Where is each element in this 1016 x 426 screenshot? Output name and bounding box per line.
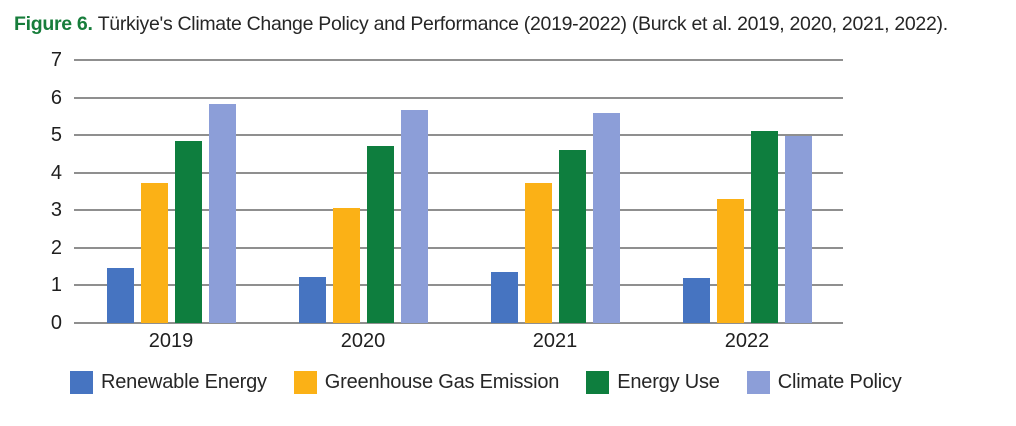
legend-item-climate-policy: Climate Policy bbox=[746, 371, 902, 394]
legend-item-greenhouse-gas-emission: Greenhouse Gas Emission bbox=[293, 371, 560, 394]
legend-swatch-energy-use bbox=[586, 371, 610, 394]
bar-2021-greenhouse-gas-emission bbox=[524, 182, 552, 323]
bar-2020-renewable-energy bbox=[298, 276, 326, 323]
legend-label-greenhouse-gas-emission: Greenhouse Gas Emission bbox=[324, 371, 560, 393]
bar-2020-energy-use bbox=[366, 145, 394, 323]
bar-2022-greenhouse-gas-emission bbox=[716, 199, 744, 323]
bar-2020-climate-policy bbox=[400, 110, 428, 323]
bar-2022-energy-use bbox=[750, 130, 778, 323]
gridline-y7 bbox=[74, 59, 843, 62]
y-axis-tick-label-4: 4 bbox=[50, 161, 62, 184]
figure-caption: Figure 6. Türkiye's Climate Change Polic… bbox=[14, 13, 1004, 36]
legend-label-renewable-energy: Renewable Energy bbox=[101, 371, 267, 393]
bar-2019-greenhouse-gas-emission bbox=[140, 183, 168, 323]
legend-swatch-renewable-energy bbox=[70, 371, 93, 394]
y-axis-tick-label-6: 6 bbox=[50, 86, 62, 109]
gridline-y4 bbox=[74, 171, 843, 174]
bar-2022-climate-policy bbox=[784, 136, 812, 323]
y-axis-tick-label-2: 2 bbox=[50, 236, 62, 259]
y-axis-tick-label-1: 1 bbox=[50, 274, 62, 297]
bar-2020-greenhouse-gas-emission bbox=[332, 207, 360, 323]
legend-item-renewable-energy: Renewable Energy bbox=[70, 371, 267, 394]
legend-label-energy-use: Energy Use bbox=[617, 371, 720, 393]
y-axis-tick-label-5: 5 bbox=[50, 124, 62, 147]
bar-2022-renewable-energy bbox=[682, 278, 710, 323]
x-axis-label-2020: 2020 bbox=[340, 330, 386, 352]
legend-item-energy-use: Energy Use bbox=[586, 371, 720, 394]
x-axis-line bbox=[74, 322, 843, 324]
x-axis-label-2021: 2021 bbox=[532, 330, 578, 352]
gridline-y5 bbox=[74, 134, 843, 137]
figure-label: Figure 6. bbox=[14, 13, 98, 35]
y-axis-tick-label-3: 3 bbox=[50, 199, 62, 222]
legend-swatch-greenhouse-gas-emission bbox=[293, 371, 317, 394]
bar-2021-energy-use bbox=[558, 149, 586, 323]
legend-swatch-climate-policy bbox=[746, 371, 770, 394]
y-axis-tick-label-7: 7 bbox=[50, 49, 62, 72]
chart-legend: Renewable Energy Greenhouse Gas Emission E… bbox=[70, 371, 902, 394]
gridline-y6 bbox=[74, 96, 843, 99]
gridline-y2 bbox=[74, 246, 843, 249]
gridline-y1 bbox=[74, 284, 843, 287]
x-axis-label-2019: 2019 bbox=[148, 330, 194, 352]
legend-label-climate-policy: Climate Policy bbox=[777, 371, 902, 393]
y-axis-tick-label-0: 0 bbox=[50, 312, 62, 334]
bar-2021-renewable-energy bbox=[490, 271, 518, 323]
gridline-y3 bbox=[74, 209, 843, 212]
bar-2019-energy-use bbox=[174, 140, 202, 323]
bar-2021-climate-policy bbox=[592, 113, 620, 323]
bar-2019-renewable-energy bbox=[106, 267, 134, 323]
x-axis-label-2022: 2022 bbox=[724, 330, 770, 352]
figure-caption-text: Türkiye's Climate Change Policy and Perf… bbox=[97, 13, 948, 35]
bar-2019-climate-policy bbox=[208, 103, 236, 323]
